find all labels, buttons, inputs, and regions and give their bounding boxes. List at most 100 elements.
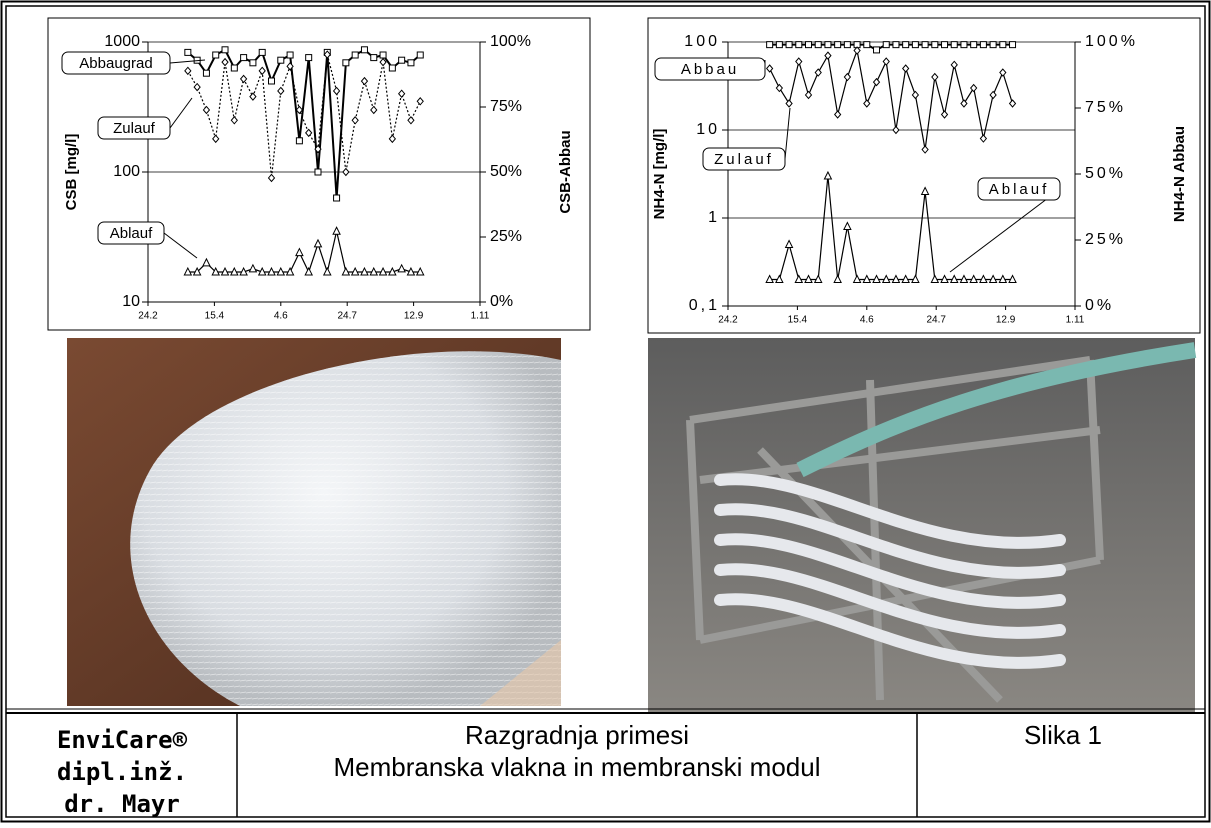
marker	[389, 65, 395, 71]
series-name: Ablauf	[989, 181, 1050, 198]
marker	[185, 49, 191, 55]
y2-tick-label: 50%	[490, 163, 522, 180]
marker	[980, 42, 986, 48]
x-tick-label: 15.4	[788, 315, 808, 326]
marker	[844, 42, 850, 48]
marker	[231, 65, 237, 71]
y2-tick-label: 100%	[1085, 33, 1138, 50]
marker	[971, 42, 977, 48]
chart: 0,1 1 10 100 0% 25% 50% 75% 100% 24.2 15.4 4.6 24.7 1…	[648, 18, 1200, 333]
marker	[241, 55, 247, 61]
series-name: Abbau	[681, 61, 739, 78]
marker	[408, 60, 414, 66]
y-tick-label: 1	[708, 209, 720, 226]
marker	[259, 49, 265, 55]
marker	[203, 70, 209, 76]
footer-subtitle: Membranska vlakna in membranski modul	[334, 752, 821, 782]
marker	[222, 47, 228, 53]
page: EnviCare® dipl.inž. dr. Mayr Razgradnja …	[0, 0, 1211, 823]
marker	[806, 42, 812, 48]
marker	[287, 52, 293, 58]
marker	[893, 42, 899, 48]
marker	[932, 42, 938, 48]
marker	[250, 60, 256, 66]
marker	[864, 42, 870, 48]
y-tick-label: 100	[684, 33, 720, 50]
marker	[961, 42, 967, 48]
y-tick-label: 10	[696, 121, 720, 138]
y2-axis-title: CSB-Abbau	[557, 130, 574, 213]
x-tick-label: 24.2	[718, 315, 738, 326]
y2-tick-label: 50%	[1085, 165, 1126, 182]
marker	[380, 52, 386, 58]
marker	[399, 57, 405, 63]
figure-label: Slika 1	[1024, 720, 1102, 750]
x-tick-label: 12.9	[404, 311, 424, 322]
company-line: dipl.inž.	[57, 758, 187, 786]
marker	[315, 169, 321, 175]
y2-tick-label: 25%	[1085, 231, 1126, 248]
y-tick-label: 10	[122, 293, 140, 310]
marker	[361, 47, 367, 53]
y-axis-title: CSB [mg/l]	[63, 134, 80, 211]
company-line: EnviCare®	[57, 726, 188, 754]
y2-tick-label: 25%	[490, 228, 522, 245]
marker	[371, 55, 377, 61]
x-tick-label: 24.7	[337, 311, 357, 322]
x-tick-label: 4.6	[860, 315, 874, 326]
marker	[786, 42, 792, 48]
x-tick-label: 24.7	[926, 315, 946, 326]
marker	[278, 57, 284, 63]
marker	[343, 60, 349, 66]
marker	[951, 42, 957, 48]
x-tick-label: 24.2	[138, 311, 158, 322]
footer-title: Razgradnja primesi	[465, 720, 689, 750]
x-tick-label: 12.9	[996, 315, 1016, 326]
y2-tick-label: 75%	[1085, 99, 1126, 116]
y2-tick-label: 75%	[490, 98, 522, 115]
marker	[912, 42, 918, 48]
marker	[922, 42, 928, 48]
y2-tick-label: 0%	[490, 293, 513, 310]
photo-fibers	[67, 338, 561, 706]
marker	[796, 42, 802, 48]
y-tick-label: 0,1	[689, 297, 720, 314]
x-tick-label: 15.4	[205, 311, 225, 322]
marker	[776, 42, 782, 48]
marker	[815, 42, 821, 48]
x-tick-label: 4.6	[274, 311, 288, 322]
y2-axis-title: NH4-N Abbau	[1171, 126, 1188, 222]
marker	[296, 138, 302, 144]
x-tick-label: 1.11	[1066, 315, 1085, 326]
marker	[874, 47, 880, 53]
y2-tick-label: 100%	[490, 33, 531, 50]
chart: 10 100 1000 0% 25% 50% 75% 100% 24.2 15.4 4.6 24.7 1…	[48, 18, 590, 330]
marker	[767, 42, 773, 48]
y-tick-label: 100	[113, 163, 140, 180]
marker	[269, 78, 275, 84]
marker	[213, 52, 219, 58]
marker	[352, 52, 358, 58]
marker	[903, 42, 909, 48]
marker	[990, 42, 996, 48]
x-tick-label: 1.11	[471, 311, 490, 322]
series-name: Zulauf	[714, 151, 774, 168]
marker	[825, 42, 831, 48]
marker	[334, 195, 340, 201]
marker	[1010, 42, 1016, 48]
marker	[417, 52, 423, 58]
y2-tick-label: 0%	[1085, 297, 1114, 314]
marker	[835, 42, 841, 48]
company-line: dr. Mayr	[64, 790, 180, 818]
y-tick-label: 1000	[104, 33, 140, 50]
marker	[942, 42, 948, 48]
photo-module	[648, 338, 1195, 712]
series-name: Abbaugrad	[79, 55, 152, 72]
series-name: Ablauf	[110, 225, 153, 242]
marker	[1000, 42, 1006, 48]
footer: EnviCare® dipl.inž. dr. Mayr Razgradnja …	[6, 709, 1205, 818]
y-axis-title: NH4-N [mg/l]	[651, 129, 668, 220]
marker	[306, 55, 312, 61]
marker	[883, 42, 889, 48]
series-name: Zulauf	[113, 120, 156, 137]
